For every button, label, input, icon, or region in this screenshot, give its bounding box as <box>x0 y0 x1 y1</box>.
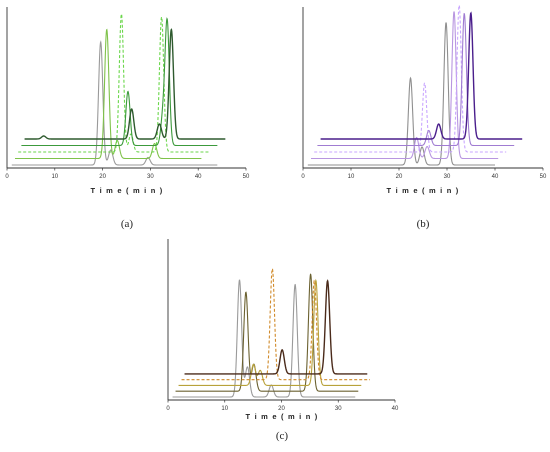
x-tick-label: 0 <box>5 174 9 180</box>
panel-b-x-axis-label: T i m e ( m i n ) <box>387 186 460 195</box>
x-tick-label: 20 <box>99 174 106 180</box>
panel-b-caption: (b) <box>417 218 430 230</box>
chromatogram-trace <box>314 4 507 153</box>
x-tick-label: 20 <box>396 174 403 180</box>
x-tick-label: 0 <box>166 406 170 412</box>
chromatogram-trace <box>175 273 359 392</box>
chromatogram-trace <box>172 279 356 398</box>
panel-c-x-axis-label: T i m e ( m i n ) <box>246 412 319 421</box>
panel-a-caption: (a) <box>121 218 134 230</box>
x-tick-label: 0 <box>301 174 305 180</box>
chromatogram-trace <box>11 40 218 166</box>
x-tick-label: 10 <box>348 174 355 180</box>
chromatogram-trace <box>178 278 362 386</box>
chromatogram-trace <box>18 13 210 153</box>
chromatogram-trace <box>181 267 370 381</box>
x-tick-label: 30 <box>444 174 451 180</box>
chromatogram-trace <box>320 11 523 140</box>
chromatogram-trace <box>311 11 499 160</box>
x-tick-label: 20 <box>278 406 285 412</box>
chromatogram-trace <box>21 17 218 147</box>
panel-a-x-ticks: 0 10 20 30 40 50 <box>5 168 250 180</box>
chromatogram-trace <box>184 279 368 375</box>
x-tick-label: 40 <box>392 406 399 412</box>
panel-c-chromatogram: 0 10 20 30 40 T i m e ( m i n ) (c) <box>166 239 399 442</box>
chromatogram-trace <box>307 22 495 166</box>
chromatogram-trace <box>24 28 226 140</box>
panel-a-x-axis-label: T i m e ( m i n ) <box>91 186 164 195</box>
chromatogram-trace <box>317 12 515 147</box>
panel-a-chromatogram: 0 10 20 30 40 50 T i m e ( m i n ) (a) <box>5 7 250 230</box>
x-tick-label: 30 <box>147 174 154 180</box>
panel-b-chromatogram: 0 10 20 30 40 50 T i m e ( m i n ) (b) <box>301 4 547 230</box>
panel-c-caption: (c) <box>276 430 289 442</box>
x-tick-label: 50 <box>243 174 250 180</box>
x-tick-label: 10 <box>51 174 58 180</box>
panel-c-traces <box>172 267 370 398</box>
chromatogram-trace <box>14 28 202 160</box>
x-tick-label: 10 <box>221 406 228 412</box>
panel-b-x-ticks: 0 10 20 30 40 50 <box>301 168 547 180</box>
x-tick-label: 40 <box>492 174 499 180</box>
x-tick-label: 40 <box>195 174 202 180</box>
panel-a-traces <box>11 13 226 166</box>
x-tick-label: 30 <box>335 406 342 412</box>
x-tick-label: 50 <box>540 174 547 180</box>
panel-b-traces <box>307 4 523 166</box>
panel-c-x-ticks: 0 10 20 30 40 <box>166 400 399 412</box>
